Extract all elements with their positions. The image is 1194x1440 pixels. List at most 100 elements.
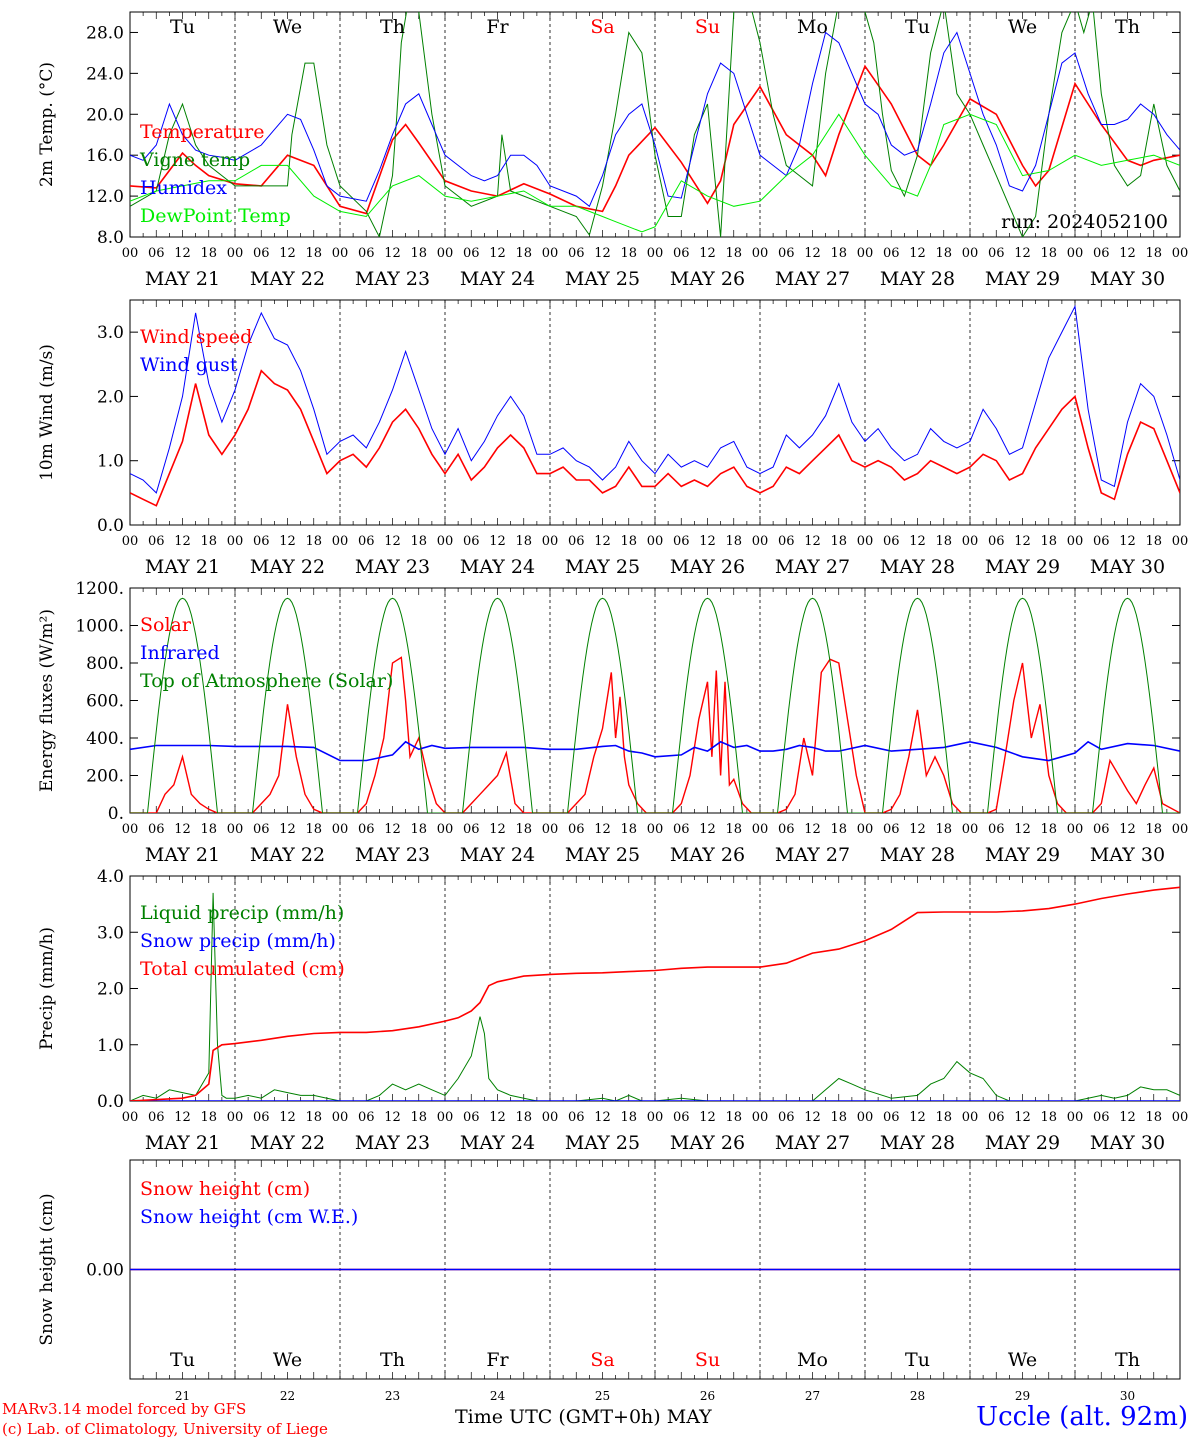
date-label: MAY 30 xyxy=(1090,268,1165,290)
day-number-label: 25 xyxy=(595,1389,610,1403)
date-label: MAY 25 xyxy=(565,1132,640,1154)
date-label: MAY 22 xyxy=(250,268,325,290)
hour-label: 12 xyxy=(489,1110,506,1125)
hour-label: 06 xyxy=(358,246,375,261)
weekday-label-top: Su xyxy=(695,16,720,38)
hour-label: 12 xyxy=(909,1110,926,1125)
hour-label: 18 xyxy=(1145,1110,1162,1125)
legend-entry: Total cumulated (cm) xyxy=(140,958,345,980)
y-tick-label: 600. xyxy=(86,692,124,712)
hour-label: 00 xyxy=(227,1110,244,1125)
hour-label: 18 xyxy=(935,822,952,837)
date-label: MAY 26 xyxy=(670,844,745,866)
hour-label: 12 xyxy=(489,534,506,549)
hour-label: 06 xyxy=(673,246,690,261)
hour-label: 12 xyxy=(174,822,191,837)
hour-label: 12 xyxy=(279,822,296,837)
hour-label: 12 xyxy=(384,1110,401,1125)
series-line-dewpoint-temp xyxy=(130,113,1180,233)
hour-label: 06 xyxy=(358,1110,375,1125)
hour-label: 00 xyxy=(437,534,454,549)
y-axis-title: Precip (mm/h) xyxy=(37,927,57,1050)
date-label: MAY 27 xyxy=(775,1132,850,1154)
hour-label: 12 xyxy=(699,1110,716,1125)
hour-label: 18 xyxy=(305,534,322,549)
hour-label: 00 xyxy=(332,534,349,549)
y-tick-label: 0.0 xyxy=(97,516,124,536)
hour-label: 18 xyxy=(410,822,427,837)
day-number-label: 23 xyxy=(385,1389,400,1403)
hour-label: 06 xyxy=(253,246,270,261)
hour-label: 00 xyxy=(752,822,769,837)
weekday-label-bottom: Tu xyxy=(170,1349,195,1371)
hour-label: 18 xyxy=(620,246,637,261)
hour-label: 12 xyxy=(804,1110,821,1125)
day-number-label: 28 xyxy=(910,1389,925,1403)
hour-label: 12 xyxy=(594,1110,611,1125)
y-tick-label: 0.0 xyxy=(97,1092,124,1112)
hour-label: 12 xyxy=(174,246,191,261)
hour-label: 18 xyxy=(620,534,637,549)
weekday-label-bottom: Su xyxy=(695,1349,720,1371)
hour-label: 06 xyxy=(883,246,900,261)
y-tick-label: 12.0 xyxy=(86,187,124,207)
hour-label: 18 xyxy=(620,1110,637,1125)
hour-label: 18 xyxy=(830,534,847,549)
hour-label: 00 xyxy=(332,246,349,261)
legend-entry: Vigne temp xyxy=(139,149,250,171)
date-label: MAY 21 xyxy=(145,556,220,578)
y-tick-label: 4.0 xyxy=(97,867,124,887)
hour-label: 00 xyxy=(857,246,874,261)
hour-label: 06 xyxy=(673,822,690,837)
date-label: MAY 26 xyxy=(670,556,745,578)
hour-label: 00 xyxy=(437,246,454,261)
date-label: MAY 25 xyxy=(565,268,640,290)
hour-label: 00 xyxy=(647,1110,664,1125)
legend-entry: Temperature xyxy=(140,121,264,143)
date-label: MAY 30 xyxy=(1090,844,1165,866)
legend-entry: Infrared xyxy=(140,642,220,664)
run-label: run: 2024052100 xyxy=(1001,211,1168,233)
weekday-label-top: Th xyxy=(1115,16,1140,38)
hour-label: 12 xyxy=(1119,822,1136,837)
y-axis-title: 2m Temp. (°C) xyxy=(37,62,57,187)
hour-label: 06 xyxy=(1093,534,1110,549)
hour-label: 12 xyxy=(489,822,506,837)
hour-label: 00 xyxy=(962,822,979,837)
series-line-temperature xyxy=(130,64,1180,215)
y-axis-title: 10m Wind (m/s) xyxy=(37,344,57,481)
hour-label: 06 xyxy=(253,534,270,549)
hour-label: 12 xyxy=(594,822,611,837)
hour-label: 00 xyxy=(1172,1110,1189,1125)
day-number-label: 22 xyxy=(280,1389,295,1403)
time-axis-month: MAY xyxy=(666,1406,712,1428)
date-label: MAY 25 xyxy=(565,844,640,866)
hour-label: 12 xyxy=(1014,534,1031,549)
hour-label: 12 xyxy=(489,246,506,261)
hour-label: 06 xyxy=(1093,822,1110,837)
hour-label: 18 xyxy=(1040,246,1057,261)
date-label: MAY 22 xyxy=(250,556,325,578)
hour-label: 06 xyxy=(148,246,165,261)
hour-label: 18 xyxy=(200,246,217,261)
hour-label: 12 xyxy=(804,534,821,549)
hour-label: 00 xyxy=(752,1110,769,1125)
hour-label: 00 xyxy=(227,246,244,261)
hour-label: 06 xyxy=(463,1110,480,1125)
hour-label: 00 xyxy=(122,246,139,261)
hour-label: 18 xyxy=(725,246,742,261)
hour-label: 06 xyxy=(1093,1110,1110,1125)
y-tick-label: 0.00 xyxy=(86,1261,124,1281)
hour-label: 18 xyxy=(935,534,952,549)
hour-label: 18 xyxy=(410,246,427,261)
y-tick-label: 28.0 xyxy=(86,23,124,43)
day-number-label: 26 xyxy=(700,1389,715,1403)
hour-label: 00 xyxy=(1172,534,1189,549)
hour-label: 06 xyxy=(148,1110,165,1125)
hour-label: 06 xyxy=(568,822,585,837)
hour-label: 12 xyxy=(1014,246,1031,261)
weekday-label-bottom: We xyxy=(1008,1349,1037,1371)
legend-entry: Humidex xyxy=(140,177,227,199)
y-axis-title: Snow height (cm) xyxy=(37,1193,57,1345)
weekday-label-top: We xyxy=(1008,16,1037,38)
